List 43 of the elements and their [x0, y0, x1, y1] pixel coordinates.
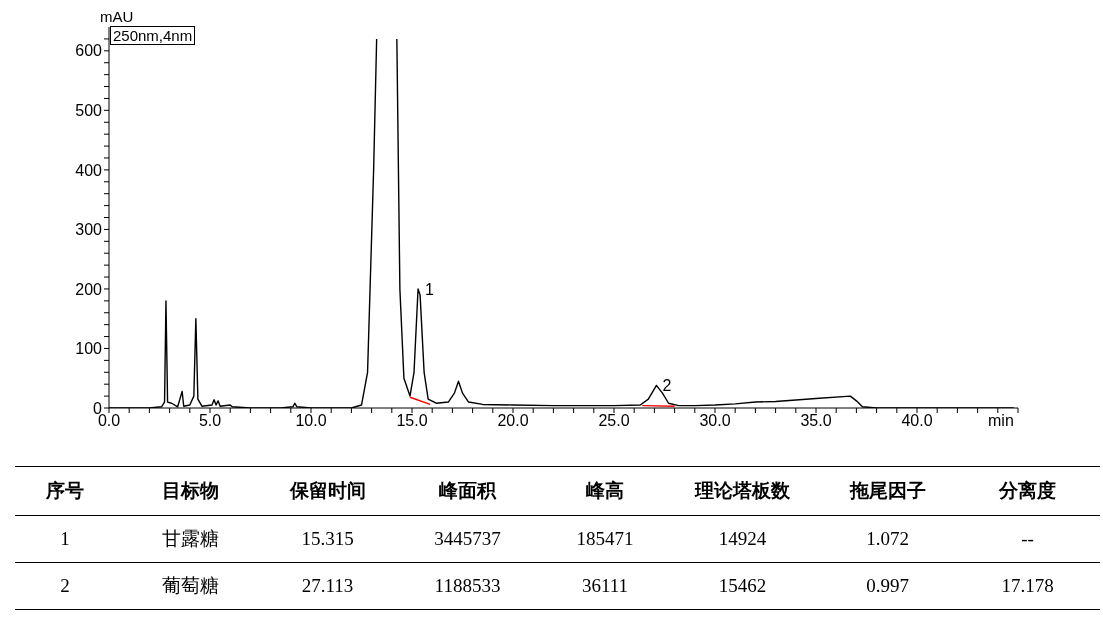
text: 拖尾因子: [848, 478, 927, 503]
x-tick-label: 35.0: [800, 412, 832, 430]
text: 理论塔板数: [693, 478, 791, 503]
text: 14924: [717, 527, 768, 551]
text: 3445737: [433, 527, 502, 551]
annotation: 1: [425, 280, 435, 298]
y-tick-label: 600: [75, 42, 103, 60]
text: 17.178: [1000, 574, 1055, 598]
text: 1188533: [433, 574, 502, 598]
annotation: 250nm,4nm: [110, 26, 196, 45]
annotation: 2: [662, 377, 672, 395]
text: 甘露糖: [160, 527, 220, 551]
text: 分离度: [998, 478, 1057, 503]
text: 保留时间: [288, 478, 367, 503]
y-tick-label: 300: [75, 221, 103, 239]
text: 1: [59, 527, 71, 551]
text: 峰面积: [438, 478, 498, 503]
text: 36111: [580, 574, 630, 598]
x-tick-label: 25.0: [598, 412, 630, 430]
text: 目标物: [160, 478, 220, 503]
y-tick-label: 100: [75, 340, 103, 358]
x-tick-label: 40.0: [901, 412, 933, 430]
text: 1.072: [865, 527, 910, 551]
x-axis-title: min: [988, 412, 1014, 430]
x-tick-label: 10.0: [295, 412, 327, 430]
text: 27.113: [300, 574, 355, 598]
text: 峰高: [585, 478, 625, 503]
text: 185471: [575, 527, 635, 551]
text: --: [1020, 527, 1035, 551]
x-tick-label: 5.0: [198, 412, 222, 430]
x-tick-label: 30.0: [699, 412, 731, 430]
x-tick-label: 15.0: [396, 412, 428, 430]
text: 序号: [45, 478, 85, 503]
y-axis-title: mAU: [100, 8, 134, 25]
y-tick-label: 200: [75, 280, 103, 298]
text: 2: [59, 574, 71, 598]
text: 15462: [717, 574, 768, 598]
y-tick-label: 400: [75, 161, 103, 179]
x-tick-label: 20.0: [497, 412, 529, 430]
text: 0.997: [865, 574, 910, 598]
text: 葡萄糖: [160, 574, 220, 598]
text: 15.315: [300, 527, 355, 551]
y-tick-label: 500: [75, 102, 103, 120]
